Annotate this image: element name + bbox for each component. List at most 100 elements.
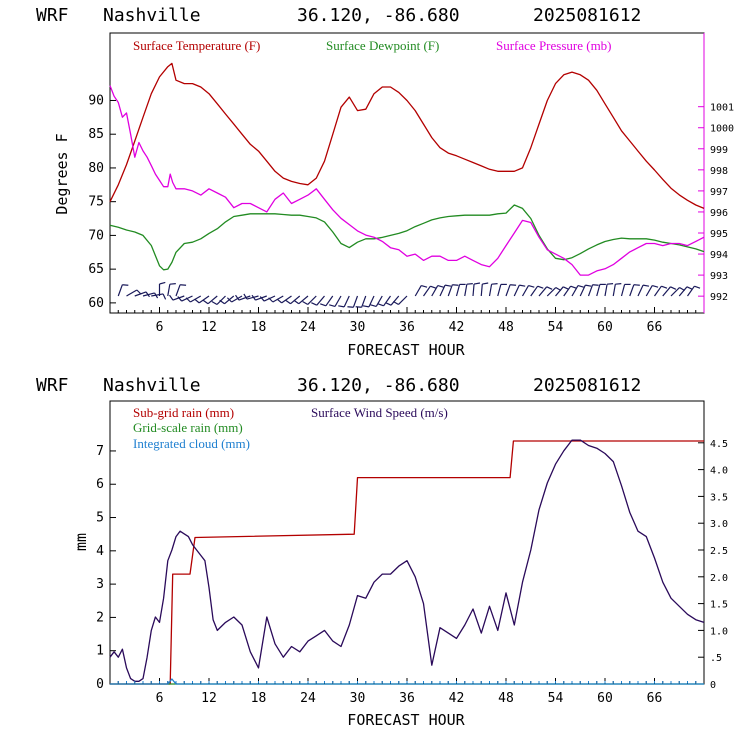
header-model: WRF (36, 5, 69, 26)
series-line-surface-pressure-mb (109, 85, 705, 276)
legend-gridscale-rain: Grid-scale rain (mm) (133, 420, 243, 435)
wind-barb-flag (169, 283, 176, 285)
y-tick-label: 3 (96, 577, 104, 592)
x-tick-label: 42 (449, 691, 465, 706)
legend-temperature: Surface Temperature (F) (133, 38, 260, 53)
wind-barb-flag (122, 284, 129, 286)
series-line-integrated-cloud-mm (110, 678, 704, 685)
header-station-2: Nashville (103, 375, 201, 396)
y-tick-label: 65 (88, 262, 104, 277)
x-axis-label: FORECAST HOUR (347, 341, 465, 359)
x-tick-label: 48 (498, 691, 514, 706)
x-tick-label: 36 (399, 691, 415, 706)
y2-ticks: 992 993 994 995 996 997 998 999 1000 1001 (698, 103, 734, 303)
wind-barb (431, 285, 439, 297)
wind-barb-flag (370, 304, 377, 307)
wind-barb (190, 295, 202, 303)
y2-tick-label: 996 (710, 208, 728, 219)
y-tick-label: 4 (96, 544, 104, 559)
wind-barb-flag (537, 285, 544, 289)
header-coords-2: 36.120, -86.680 (297, 375, 460, 396)
y2-tick-label: 2.5 (710, 546, 728, 557)
wind-barb (497, 284, 502, 297)
x-tick-label: 18 (251, 320, 267, 335)
y2-tick-label: 998 (710, 166, 728, 177)
wind-barb-flag (562, 286, 569, 290)
wind-barb-flag (162, 293, 167, 300)
wind-barb-flag (633, 284, 640, 286)
y-axis-label: Degrees F (53, 133, 71, 214)
x-tick-label: 24 (300, 691, 316, 706)
wind-barb (687, 285, 695, 297)
wind-barb-flag (452, 284, 459, 286)
wind-barb-flag (235, 294, 240, 301)
wind-barb-flag (362, 305, 370, 308)
wind-barb (555, 286, 564, 297)
y-tick-label: 85 (88, 127, 104, 142)
wind-barb-flag (430, 285, 437, 289)
wind-barb-flag (285, 299, 291, 305)
wind-barb (375, 295, 383, 307)
wind-barb (678, 286, 688, 297)
wind-barb-flag (302, 300, 309, 306)
wind-barb-flag (592, 284, 599, 286)
y-tick-label: 1 (96, 644, 104, 659)
y2-tick-label: 1.5 (710, 600, 728, 611)
y2-tick-label: 1000 (710, 124, 734, 135)
wind-barb (246, 295, 259, 300)
x-tick-label: 24 (300, 320, 316, 335)
wind-barb (538, 286, 548, 297)
wind-barb (480, 283, 483, 297)
wind-barb-flag (652, 285, 659, 288)
wind-barb-flag (177, 296, 183, 302)
wind-barb-flag (577, 285, 584, 288)
wind-barb (117, 284, 123, 297)
wind-barb-flag (226, 297, 233, 303)
x-ticks: 6 12 18 24 30 36 42 48 54 60 66 (117, 307, 697, 335)
wind-barb-flag (320, 303, 327, 307)
wind-barbs-row (117, 281, 701, 308)
wind-barb-flag (329, 304, 336, 307)
y-tick-label: 2 (96, 610, 104, 625)
chart-precip-panel: WRF Nashville 36.120, -86.680 2025081612… (36, 375, 728, 729)
wind-barb (604, 284, 608, 297)
y2-tick-label: 3.5 (710, 492, 728, 503)
wind-barb (198, 295, 210, 304)
wind-barb (472, 283, 475, 297)
x-tick-label: 12 (201, 691, 217, 706)
wind-barb-flag (421, 285, 428, 288)
series-lines-2 (109, 439, 705, 685)
x-tick-label: 66 (647, 691, 663, 706)
wind-barb (290, 295, 301, 305)
y2-tick-label: 993 (710, 271, 728, 282)
header-run: 2025081612 (533, 5, 641, 26)
wind-barb-flag (546, 286, 553, 290)
header-run-2: 2025081612 (533, 375, 641, 396)
y-tick-label: 5 (96, 511, 104, 526)
wind-barb (423, 285, 431, 297)
wind-barb-flag (185, 297, 191, 303)
wind-barb (620, 284, 626, 297)
wind-barb (352, 295, 359, 308)
y2-tick-label: 997 (710, 187, 728, 198)
wind-barb-flag (194, 298, 200, 304)
y2-tick-label: 999 (710, 145, 728, 156)
wind-barb (167, 284, 171, 297)
wind-barb (579, 284, 586, 297)
wind-barb (505, 284, 511, 297)
header-station: Nashville (103, 5, 201, 26)
series-lines (109, 62, 705, 276)
y-ticks-2: 0 1 2 3 4 5 6 7 (96, 444, 116, 692)
wind-barb (281, 295, 292, 304)
x-tick-label: 30 (350, 320, 366, 335)
wind-barb-flag (169, 294, 174, 301)
x-tick-label: 30 (350, 691, 366, 706)
wind-barb-flag (377, 303, 384, 307)
wind-barb (563, 285, 572, 297)
plot-frame (109, 32, 705, 314)
wind-barb-flag (528, 285, 535, 288)
y-tick-label: 80 (88, 161, 104, 176)
series-line-surface-dewpoint-f (109, 204, 705, 271)
y-ticks: 60 65 70 75 80 85 90 (88, 93, 116, 311)
wind-barb (343, 295, 350, 308)
